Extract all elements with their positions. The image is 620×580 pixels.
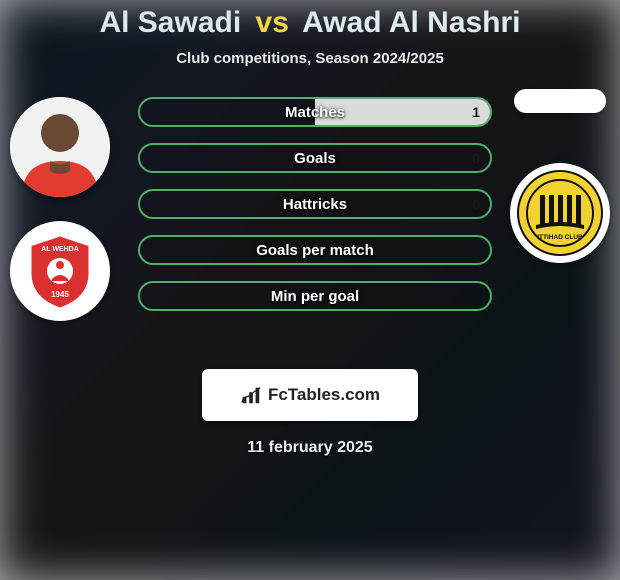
right-column: ITTIHAD CLUB <box>500 89 620 263</box>
bar-label: Goals <box>140 145 490 171</box>
bar-label: Hattricks <box>140 191 490 217</box>
stat-bar: Matches1 <box>138 97 492 127</box>
comparison-card: Al Sawadi vs Awad Al Nashri Club competi… <box>0 0 620 580</box>
bar-label: Matches <box>140 99 490 125</box>
player2-name: Awad Al Nashri <box>302 6 520 39</box>
player1-avatar <box>10 97 110 197</box>
bar-right-value: 0 <box>472 191 480 217</box>
bar-label: Min per goal <box>140 283 490 309</box>
club-shield-icon: AL WEHDA 1945 <box>18 229 102 313</box>
player2-avatar-placeholder <box>514 89 606 113</box>
player1-club-badge: AL WEHDA 1945 <box>10 221 110 321</box>
content-area: Al Sawadi vs Awad Al Nashri Club competi… <box>0 0 620 580</box>
comparison-row: AL WEHDA 1945 Matches1Goals0Hattricks0Go… <box>0 89 620 359</box>
vs-label: vs <box>250 6 295 39</box>
brand-text: FcTables.com <box>268 385 380 405</box>
club-circle-icon: ITTIHAD CLUB <box>516 169 604 257</box>
bar-right-value: 0 <box>472 145 480 171</box>
svg-text:1945: 1945 <box>51 290 69 299</box>
brand-chip[interactable]: FcTables.com <box>202 369 418 421</box>
bar-label: Goals per match <box>140 237 490 263</box>
svg-text:AL WEHDA: AL WEHDA <box>41 246 79 253</box>
player2-club-badge: ITTIHAD CLUB <box>510 163 610 263</box>
page-title: Al Sawadi vs Awad Al Nashri <box>0 6 620 40</box>
subtitle: Club competitions, Season 2024/2025 <box>0 50 620 67</box>
bar-right-value: 1 <box>472 99 480 125</box>
stat-bar: Goals0 <box>138 143 492 173</box>
stat-bar: Min per goal <box>138 281 492 311</box>
stat-bar: Hattricks0 <box>138 189 492 219</box>
svg-text:ITTIHAD CLUB: ITTIHAD CLUB <box>537 234 583 241</box>
date-label: 11 february 2025 <box>0 439 620 457</box>
player-silhouette-icon <box>10 97 110 197</box>
stat-bars: Matches1Goals0Hattricks0Goals per matchM… <box>138 97 492 311</box>
left-column: AL WEHDA 1945 <box>0 89 120 321</box>
bar-chart-icon <box>240 384 262 406</box>
player1-name: Al Sawadi <box>99 6 241 39</box>
stat-bar: Goals per match <box>138 235 492 265</box>
